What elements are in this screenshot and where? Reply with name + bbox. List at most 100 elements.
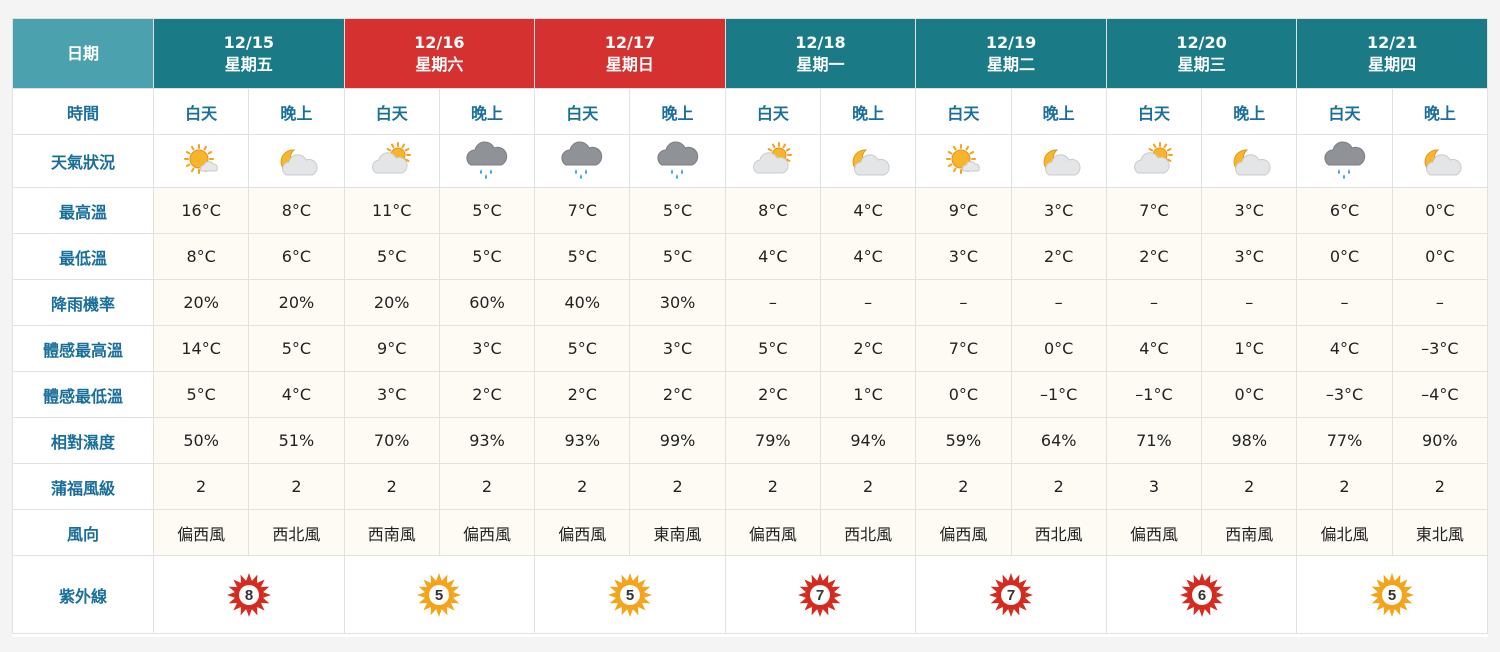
min-temp-cell: 5°C — [629, 233, 726, 280]
beaufort-cell: 2 — [819, 463, 917, 510]
wind-dir-cell: 東北風 — [1391, 509, 1489, 556]
min-temp-cell: 0°C — [1391, 233, 1489, 280]
uv-badge-icon: 5 — [417, 572, 462, 617]
row-label: 最低溫 — [12, 233, 154, 280]
temp-unit: °C — [201, 201, 221, 220]
beaufort-cell: 2 — [152, 463, 250, 510]
temp-unit: °C — [863, 339, 883, 358]
rain-prob-cell: – — [1010, 279, 1107, 326]
time-cell: 白天 — [724, 88, 821, 135]
weekday-text: 星期六 — [415, 54, 464, 74]
date-header-cell: 12/16 星期六 — [343, 18, 536, 89]
min-temp-cell: 4°C — [819, 233, 917, 280]
feel-min-cell: –1°C — [1105, 371, 1203, 418]
rain-prob-row: 降雨機率 20% 20% 20% 60% 40% 30% – – – – – – – – — [12, 279, 1489, 326]
temp-unit: °C — [863, 201, 883, 220]
uv-value: 7 — [1007, 587, 1015, 604]
wind-dir-cell: 東南風 — [629, 509, 726, 556]
humidity-cell: 64% — [1010, 417, 1107, 464]
temp-unit: °C — [196, 385, 216, 404]
wind-dir-cell: 偏西風 — [1105, 509, 1203, 556]
row-label: 降雨機率 — [12, 279, 154, 326]
weather-cell — [438, 134, 536, 188]
temp-value: 7 — [1139, 201, 1150, 220]
rain-prob-cell: 20% — [248, 279, 345, 326]
beaufort-cell: 2 — [343, 463, 440, 510]
temp-value: 4 — [853, 247, 864, 266]
max-temp-cell: 0°C — [1391, 187, 1489, 234]
humidity-cell: 93% — [534, 417, 631, 464]
uv-cell: 5 — [343, 555, 536, 634]
min-temp-cell: 5°C — [438, 233, 536, 280]
beaufort-cell: 2 — [1201, 463, 1298, 510]
temp-value: 3 — [377, 385, 388, 404]
rain-prob-cell: – — [1296, 279, 1393, 326]
temp-value: –4 — [1421, 385, 1440, 404]
uv-badge-icon: 7 — [989, 572, 1034, 617]
temp-value: 7 — [567, 201, 578, 220]
uv-badge-icon: 6 — [1179, 572, 1224, 617]
weather-cell — [1391, 134, 1489, 188]
humidity-cell: 50% — [152, 417, 250, 464]
weather-cell — [819, 134, 917, 188]
feel-max-cell: 5°C — [534, 325, 631, 372]
rain-prob-cell: – — [1391, 279, 1489, 326]
uv-value: 5 — [1388, 587, 1396, 604]
sun-icon — [946, 144, 981, 174]
rain-cloud-icon — [1323, 141, 1365, 179]
feel-max-cell: 1°C — [1201, 325, 1298, 372]
humidity-cell: 93% — [438, 417, 536, 464]
rain-cloud-icon — [466, 141, 508, 179]
weekday-text: 星期一 — [796, 54, 845, 74]
feel-max-cell: 4°C — [1296, 325, 1393, 372]
row-label: 天氣狀況 — [12, 134, 154, 188]
rain-prob-cell: 20% — [152, 279, 250, 326]
humidity-cell: 70% — [343, 417, 440, 464]
date-text: 12/18 — [795, 32, 846, 52]
row-label: 蒲福風級 — [12, 463, 154, 510]
temp-unit: °C — [768, 247, 788, 266]
feel-max-cell: 3°C — [438, 325, 536, 372]
temp-unit: °C — [291, 201, 312, 220]
humidity-cell: 79% — [724, 417, 821, 464]
temp-unit: °C — [1340, 201, 1360, 220]
weather-cell — [152, 134, 250, 188]
temp-unit: °C — [1058, 385, 1078, 404]
humidity-cell: 59% — [915, 417, 1012, 464]
temp-unit: °C — [1149, 339, 1169, 358]
sun-cloud-icon — [371, 142, 411, 174]
moon-cloud-icon — [281, 149, 318, 176]
temp-value: 8 — [186, 247, 197, 266]
rain-prob-cell: 30% — [629, 279, 726, 326]
sun-cloud-icon — [1134, 142, 1173, 174]
moon-cloud-icon — [852, 149, 890, 176]
date-text: 12/21 — [1367, 32, 1418, 52]
temp-unit: °C — [196, 247, 216, 266]
min-temp-row: 最低溫 8°C 6°C 5°C 5°C 5°C 5°C 4°C 4°C 3°C 2°C 2°C 3°C 0… — [12, 233, 1489, 280]
row-label: 相對濕度 — [12, 417, 154, 464]
humidity-cell: 98% — [1201, 417, 1298, 464]
max-temp-cell: 8°C — [724, 187, 821, 234]
beaufort-cell: 2 — [1296, 463, 1393, 510]
temp-unit: °C — [387, 385, 407, 404]
temp-unit: °C — [1340, 339, 1360, 358]
time-row: 時間 白天 晚上 白天 晚上 白天 晚上 白天 晚上 白天 晚上 白天 晚上 白天 晚上 — [12, 88, 1489, 135]
weather-cell — [915, 134, 1012, 188]
rain-prob-cell: – — [1201, 279, 1298, 326]
feel-min-cell: –3°C — [1296, 371, 1393, 418]
temp-unit: °C — [863, 247, 883, 266]
uv-value: 5 — [435, 587, 443, 604]
min-temp-cell: 2°C — [1105, 233, 1203, 280]
time-cell: 白天 — [1296, 88, 1393, 135]
temp-value: 4 — [1329, 339, 1341, 358]
weekday-text: 星期三 — [1177, 54, 1226, 74]
temp-unit: °C — [1149, 201, 1169, 220]
temp-value: 0 — [1425, 247, 1436, 266]
max-temp-cell: 16°C — [152, 187, 250, 234]
feel-min-cell: 0°C — [1201, 371, 1298, 418]
uv-badge-icon: 5 — [607, 572, 652, 617]
temp-value: 3 — [472, 339, 483, 358]
weekly-forecast-table: 日期 12/15 星期五 12/16 星期六 12/17 星期日 12/18 星期一 12/19… — [12, 18, 1489, 634]
wind-dir-cell: 西北風 — [248, 509, 345, 556]
temp-value: 2 — [662, 385, 674, 404]
